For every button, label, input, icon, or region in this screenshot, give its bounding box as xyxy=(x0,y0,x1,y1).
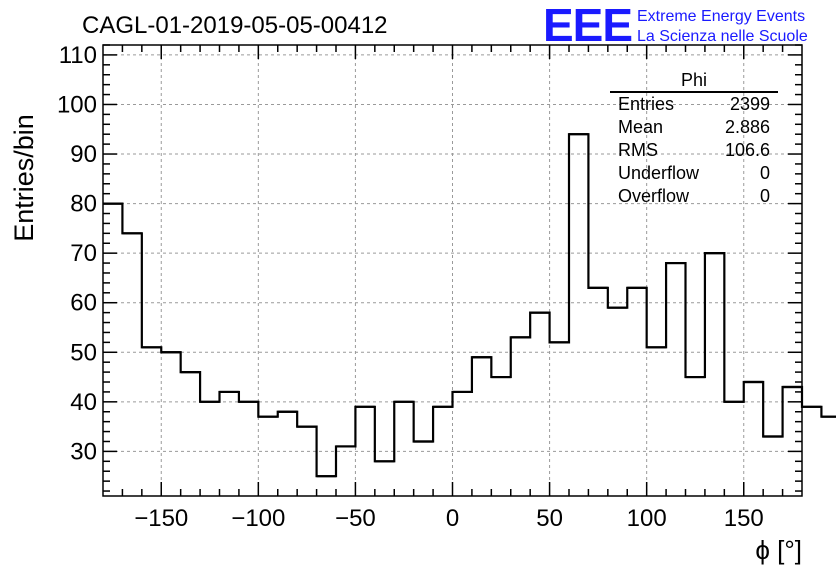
stats-row-label: Mean xyxy=(618,117,663,137)
x-axis: −150 −100 −50 0 50 100 150 xyxy=(121,45,784,532)
run-title: CAGL-01-2019-05-05-00412 xyxy=(82,12,388,39)
y-axis-label: Entries/bin xyxy=(9,114,39,242)
stats-row-value: 2.886 xyxy=(725,117,770,137)
logo-line-1: Extreme Energy Events xyxy=(637,8,805,25)
stats-row-value: 106.6 xyxy=(725,140,770,160)
grid xyxy=(103,45,802,496)
x-tick-label: −50 xyxy=(335,505,376,532)
y-axis: 30 40 50 60 70 80 90 100 110 xyxy=(57,42,802,492)
stats-box: Phi Entries 2399 Mean 2.886 RMS 106.6 Underflo… xyxy=(610,70,778,206)
x-tick-label: −150 xyxy=(134,505,188,532)
stats-row-label: Underflow xyxy=(618,163,700,183)
y-tick-label: 100 xyxy=(57,91,97,118)
eee-logo: EEE Extreme Energy Events La Scienza nel… xyxy=(543,0,808,51)
stats-row-value: 0 xyxy=(760,163,770,183)
x-tick-label: −100 xyxy=(231,505,285,532)
x-axis-label: ϕ [°] xyxy=(755,535,802,565)
y-tick-label: 50 xyxy=(70,339,97,366)
x-tick-label: 150 xyxy=(724,505,764,532)
histogram-series xyxy=(103,133,836,478)
stats-row-value: 0 xyxy=(760,186,770,206)
y-tick-label: 30 xyxy=(70,438,97,465)
logo-line-2: La Scienza nelle Scuole xyxy=(637,28,808,45)
histogram-outline xyxy=(103,133,836,478)
x-tick-label: 50 xyxy=(536,505,563,532)
y-tick-label: 40 xyxy=(70,389,97,416)
x-tick-label: 100 xyxy=(627,505,667,532)
stats-title: Phi xyxy=(681,70,707,90)
y-tick-label: 110 xyxy=(59,42,97,69)
stats-row-label: Entries xyxy=(618,94,674,114)
stats-row-label: RMS xyxy=(618,140,658,160)
y-tick-label: 80 xyxy=(70,191,97,218)
y-tick-label: 90 xyxy=(70,141,97,168)
stats-row-value: 2399 xyxy=(730,94,770,114)
stats-row-label: Overflow xyxy=(618,186,690,206)
y-tick-label: 60 xyxy=(70,290,97,317)
x-tick-label: 0 xyxy=(446,505,459,532)
logo-mark: EEE xyxy=(543,0,632,51)
y-tick-label: 70 xyxy=(70,240,97,267)
